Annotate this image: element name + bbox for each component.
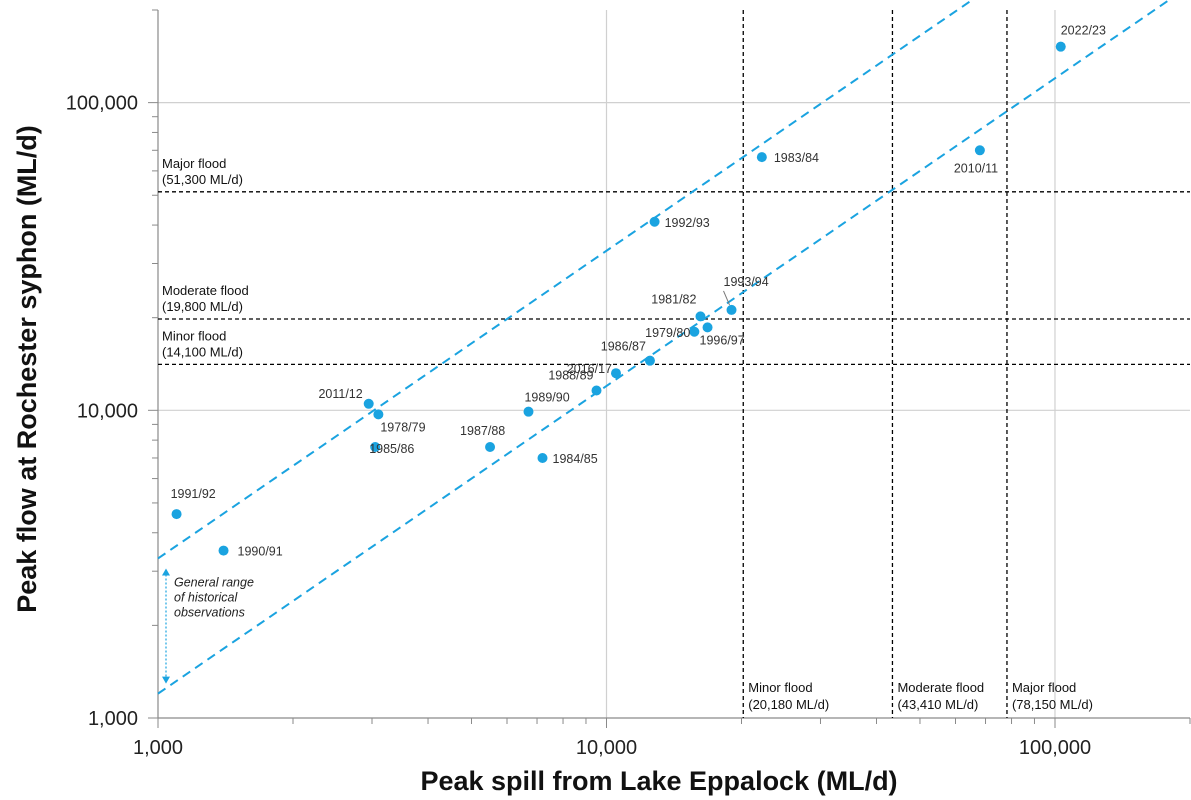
range-annotation-text: observations [174,605,245,619]
point-labels: 1991/92 1990/91 2011/12 1978/79 1985/86 1987/… [171,24,1106,559]
x-tick-label: 1,000 [133,737,183,759]
flood-thresholds: Major flood(51,300 ML/d)Moderate flood(1… [158,10,1190,718]
vertical-threshold-name: Moderate flood [897,680,984,695]
range-arrow-head-down [162,676,170,684]
point-label: 1981/82 [651,292,696,306]
x-tick-label: 100,000 [1019,737,1091,759]
point-label: 2016/17 [567,362,612,376]
range-line [157,0,1171,695]
horizontal-threshold-name: Minor flood [162,328,226,343]
tick-labels: 1,000 10,000 100,000 1,000 10,000 100,000 [66,93,1091,759]
data-point [689,326,700,337]
vertical-threshold-value: (20,180 ML/d) [748,697,829,712]
x-tick-label: 10,000 [576,737,637,759]
vertical-threshold-name: Major flood [1012,680,1076,695]
point-label: 2011/12 [318,387,362,401]
range-arrow-head-up [162,568,170,576]
horizontal-threshold-value: (19,800 ML/d) [162,299,243,314]
data-point [370,441,381,452]
y-tick-label: 1,000 [88,708,138,730]
data-point [974,145,985,156]
horizontal-threshold-value: (14,100 ML/d) [162,344,243,359]
data-point [649,216,660,227]
point-label: 1986/87 [601,340,646,354]
point-label: 1991/92 [171,487,216,501]
horizontal-threshold-value: (51,300 ML/d) [162,172,243,187]
point-label: 2022/23 [1061,24,1106,38]
vertical-threshold-name: Minor flood [748,680,812,695]
data-point [485,441,496,452]
data-points [171,41,1066,556]
range-annotation-text: General range [174,575,254,589]
point-label: 1996/97 [700,333,745,347]
point-label: 1979/80 [645,326,690,340]
data-point [537,452,548,463]
data-point [644,355,655,366]
data-point [523,406,534,417]
y-axis-title: Peak flow at Rochester syphon (ML/d) [12,125,42,613]
range-annotation-text: of historical [174,590,238,604]
point-label: 1989/90 [524,391,569,405]
data-point [610,368,621,379]
axes [148,9,1191,728]
data-point [702,322,713,333]
data-point [218,545,229,556]
leader-line [723,290,730,306]
data-point [363,398,374,409]
horizontal-threshold-name: Moderate flood [162,283,249,298]
y-tick-label: 10,000 [77,400,138,422]
point-label: 1987/88 [460,424,505,438]
point-label: 1993/94 [724,275,769,289]
point-label: 2010/11 [954,161,998,175]
point-label: 1983/84 [774,151,819,165]
data-point [726,304,737,315]
horizontal-threshold-name: Major flood [162,156,226,171]
data-point [591,385,602,396]
x-axis-title: Peak spill from Lake Eppalock (ML/d) [420,766,897,796]
point-label: 1992/93 [665,216,710,230]
data-point [695,311,706,322]
point-label: 1988/89 [548,368,593,382]
data-point [1055,41,1066,52]
vertical-threshold-value: (78,150 ML/d) [1012,697,1093,712]
data-point [171,509,182,520]
vertical-threshold-value: (43,410 ML/d) [897,697,978,712]
data-point [756,152,767,163]
range-line [157,0,974,560]
point-label: 1990/91 [238,545,283,559]
y-tick-label: 100,000 [66,93,138,115]
data-point [373,409,384,420]
point-label: 1978/79 [380,420,425,434]
point-label: 1985/86 [369,442,414,456]
point-label: 1984/85 [553,452,598,466]
